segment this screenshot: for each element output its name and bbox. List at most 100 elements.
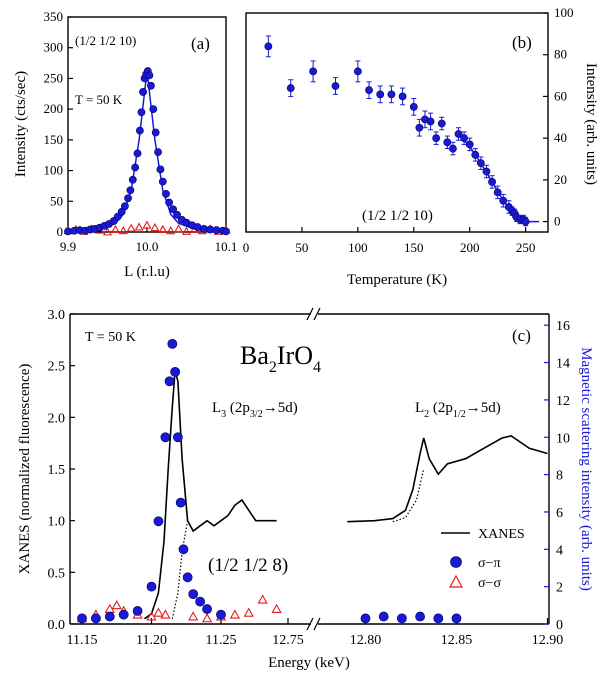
sigma-pi-point: [91, 613, 101, 624]
data-point: [521, 217, 530, 226]
sigma-pi-point: [147, 81, 155, 90]
sigma-pi-point: [173, 432, 183, 443]
sigma-sigma-point: [257, 594, 268, 604]
legend-sigma-pi-label: σ−π: [478, 556, 501, 571]
sigma-sigma-point: [110, 224, 120, 233]
sigma-pi-point: [378, 611, 389, 622]
data-point: [264, 42, 273, 51]
legend-sigma-sigma-label: σ−σ: [478, 576, 501, 591]
y-tick-label: 0: [57, 224, 64, 239]
data-point: [449, 144, 457, 153]
legend: XANES σ−π σ−σ: [441, 527, 525, 591]
y-tick-label: 50: [50, 193, 63, 208]
y2-tick-label: 12: [556, 394, 570, 409]
sigma-pi-point: [133, 149, 142, 158]
panel-c: 0.0 0.5 1.0 1.5 2.0 2.5 3.0 0 2 4 6 8 10 12 14 16 11.15 1…: [17, 307, 594, 671]
data-point: [415, 123, 424, 132]
panel-b-hkl-label: (1/2 1/2 10): [362, 208, 433, 224]
sigma-sigma-point: [174, 224, 184, 233]
panel-c-xlabel: Energy (keV): [268, 655, 350, 671]
sigma-pi-point: [175, 497, 186, 508]
sigma-pi-point: [173, 210, 181, 219]
data-point: [476, 159, 485, 168]
sigma-pi-point: [156, 165, 165, 174]
data-point: [286, 84, 295, 92]
sigma-pi-point: [135, 126, 144, 135]
data-point: [398, 92, 407, 101]
sigma-pi-point: [182, 572, 193, 583]
sigma-sigma-point: [201, 613, 213, 623]
sigma-pi-point: [178, 544, 189, 555]
panel-c-letter: (c): [512, 326, 531, 345]
y-tick-label: 300: [44, 40, 64, 55]
sigma-pi-point: [160, 432, 171, 443]
y-tick-label: 350: [44, 9, 64, 24]
panel-c-ylabel: XANES (normalized fluorescence): [17, 364, 33, 575]
panel-a-temperature: T = 50 K: [75, 92, 123, 107]
sigma-pi-point: [170, 366, 181, 377]
sigma-sigma-point: [111, 599, 122, 610]
x-tick-label: 150: [404, 240, 424, 255]
x-tick-label: 12.90: [532, 633, 564, 648]
sigma-sigma-point: [160, 609, 171, 619]
y-tick-label: 2.0: [48, 411, 66, 426]
x-tick-label: 10.1: [215, 239, 238, 254]
data-point: [488, 178, 496, 186]
x-tick-label: 10.0: [136, 239, 159, 254]
sigma-sigma-point: [134, 222, 144, 231]
panel-c-sigma-pi-series: [77, 338, 462, 624]
data-point: [443, 138, 452, 147]
x-tick-label: 11.15: [67, 633, 98, 648]
panel-b-data-series: [264, 35, 530, 227]
panel-b-ticks: 0 20 40 60 80 100 0 50 100 150 200 250: [243, 5, 574, 255]
sigma-pi-point: [360, 613, 371, 624]
sigma-pi-point: [151, 128, 160, 137]
sigma-sigma-point: [146, 611, 157, 621]
y-tick-label: 80: [554, 47, 567, 62]
sigma-sigma-point: [150, 222, 160, 232]
data-point: [499, 196, 508, 205]
compound-label: Ba2IrO4: [240, 341, 321, 376]
sigma-pi-point: [158, 177, 167, 186]
l3-edge-label: L3 (2p3/2→5d): [212, 400, 298, 420]
xanes-dotted-line: [392, 468, 425, 523]
y-tick-label: 200: [44, 101, 64, 116]
sigma-pi-point: [131, 163, 140, 172]
sigma-sigma-point: [158, 224, 168, 233]
panel-c-xanes-line: [144, 370, 548, 620]
y2-tick-label: 10: [556, 431, 570, 446]
sigma-pi-point: [451, 613, 462, 624]
sigma-pi-point: [167, 338, 178, 349]
panel-b-xlabel: Temperature (K): [347, 272, 447, 288]
panel-b-frame: [245, 12, 549, 233]
data-point: [376, 90, 385, 99]
xanes-line: [144, 370, 277, 620]
y-tick-label: 0: [554, 214, 561, 229]
y2-tick-label: 8: [556, 469, 563, 484]
y-tick-label: 0.5: [48, 566, 66, 581]
data-point: [471, 150, 480, 159]
data-point: [465, 140, 474, 149]
sigma-pi-point: [162, 190, 170, 198]
data-point: [432, 134, 441, 143]
legend-sigma-pi-swatch: [450, 556, 462, 568]
sigma-sigma-point: [243, 607, 254, 617]
y2-tick-label: 16: [556, 319, 570, 334]
sigma-pi-point: [77, 613, 87, 624]
y-tick-label: 60: [554, 88, 567, 103]
sigma-pi-point: [104, 611, 115, 622]
panel-c-temperature: T = 50 K: [85, 330, 136, 345]
panel-a: 0 50 100 150 200 250 300 350 9.9 10.0 10.1 (1/2 1/…: [13, 9, 237, 280]
panel-c-ticks: 0.0 0.5 1.0 1.5 2.0 2.5 3.0 0 2 4 6 8 10 12 14 16 11.15 1…: [48, 308, 571, 648]
sigma-pi-point: [396, 613, 407, 624]
sigma-pi-point: [132, 606, 143, 616]
sigma-pi-point: [145, 71, 154, 80]
x-tick-label: 12.85: [441, 633, 473, 648]
x-tick-label: 250: [516, 240, 536, 255]
sigma-sigma-point: [102, 227, 113, 236]
l2-edge-label: L2 (2p1/2→5d): [415, 400, 501, 420]
sigma-pi-point: [164, 376, 175, 387]
data-point: [460, 134, 469, 143]
data-point: [482, 167, 491, 176]
data-point: [387, 90, 396, 99]
